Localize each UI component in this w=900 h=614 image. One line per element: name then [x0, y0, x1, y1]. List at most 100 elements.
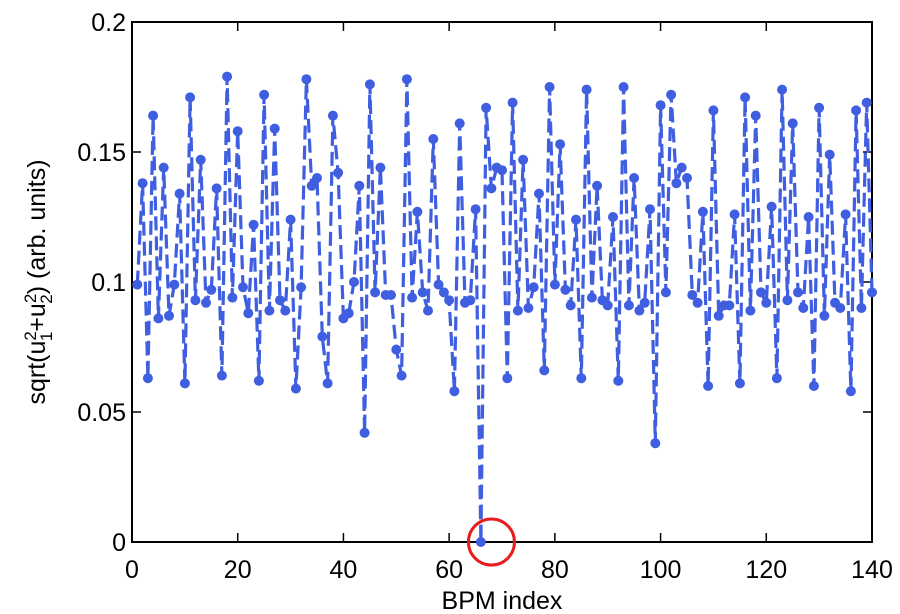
y-label-prefix: sqrt(u — [23, 341, 51, 405]
data-point — [819, 310, 830, 321]
y-label-suffix: ) (arb. units) — [23, 159, 51, 294]
data-point — [195, 154, 206, 165]
data-point — [216, 370, 227, 381]
data-point — [370, 287, 381, 298]
data-point — [697, 206, 708, 217]
data-point — [565, 300, 576, 311]
data-point — [481, 102, 492, 113]
series-layer — [132, 71, 877, 547]
data-point — [259, 89, 270, 100]
data-point — [623, 300, 634, 311]
data-point — [169, 279, 180, 290]
y-tick-label: 0 — [112, 529, 126, 557]
data-point — [243, 308, 254, 319]
data-point — [423, 305, 433, 316]
data-point — [713, 310, 724, 321]
data-point — [803, 212, 814, 222]
data-point — [470, 204, 481, 215]
data-point — [158, 162, 169, 173]
data-point — [486, 183, 497, 194]
data-point — [682, 173, 692, 183]
data-point — [745, 305, 756, 316]
data-point — [222, 71, 233, 82]
data-point — [454, 118, 465, 129]
annotation-layer — [466, 517, 516, 567]
x-tick-label: 140 — [851, 556, 893, 584]
data-point — [518, 154, 529, 165]
data-point — [497, 165, 507, 176]
y-tick-label: 0.1 — [91, 269, 126, 297]
data-point — [798, 303, 809, 313]
data-point — [618, 82, 629, 92]
data-point — [349, 277, 359, 287]
y-axis-label: sqrt(u21+u22) (arb. units) — [21, 159, 57, 404]
data-point — [359, 427, 370, 438]
y-tick-label: 0.15 — [77, 139, 126, 167]
data-point — [512, 305, 523, 316]
data-point — [449, 386, 460, 397]
data-point — [444, 295, 455, 306]
data-point — [729, 209, 740, 220]
data-point — [639, 297, 650, 308]
data-point — [290, 383, 301, 394]
data-point — [814, 102, 825, 113]
data-point — [734, 378, 745, 389]
data-point — [211, 183, 222, 194]
data-point — [190, 295, 201, 306]
data-point — [544, 82, 555, 92]
data-point — [269, 123, 280, 134]
data-point — [845, 386, 856, 397]
data-point — [412, 206, 423, 217]
data-point — [507, 97, 518, 108]
x-tick-label: 60 — [435, 556, 463, 584]
data-point — [528, 282, 539, 293]
data-point — [417, 287, 428, 298]
data-point — [401, 74, 412, 85]
data-point — [692, 297, 703, 308]
data-point — [740, 92, 751, 103]
data-point — [782, 295, 793, 306]
data-point — [560, 284, 571, 295]
data-point — [666, 89, 677, 100]
data-point — [608, 212, 618, 222]
y-tick-label: 0.2 — [91, 9, 126, 37]
data-point — [232, 126, 243, 137]
data-point — [438, 287, 449, 298]
data-point — [174, 188, 185, 199]
data-point — [142, 373, 153, 384]
data-point — [201, 297, 211, 308]
data-point — [634, 305, 645, 316]
data-point — [354, 180, 365, 191]
data-point — [549, 279, 560, 290]
data-point — [275, 295, 285, 306]
data-point — [322, 378, 333, 389]
data-point — [333, 167, 344, 178]
data-point — [534, 188, 544, 199]
data-point — [835, 303, 846, 313]
data-point — [645, 204, 655, 215]
data-point — [756, 287, 766, 298]
x-tick-label: 120 — [745, 556, 787, 584]
data-point — [343, 308, 354, 319]
data-point — [766, 201, 777, 212]
data-point — [793, 287, 803, 298]
data-point — [777, 84, 788, 95]
data-point — [555, 139, 566, 150]
data-point — [771, 373, 782, 384]
data-point — [523, 303, 534, 313]
axis-ticks: 0 20 40 60 80 100 120 140 0 0.05 0.1 0.15 0.2 — [77, 9, 893, 584]
data-point — [396, 370, 407, 381]
data-point — [285, 214, 296, 225]
data-point — [856, 303, 867, 313]
data-point — [428, 134, 439, 144]
data-point — [676, 162, 687, 173]
data-point — [750, 110, 761, 121]
data-point — [391, 344, 402, 355]
data-point — [280, 305, 291, 316]
data-point — [787, 118, 798, 129]
data-point — [137, 178, 148, 189]
y-label-sup1: 2 — [21, 331, 40, 340]
data-point — [185, 92, 196, 103]
x-tick-label: 80 — [541, 556, 569, 584]
